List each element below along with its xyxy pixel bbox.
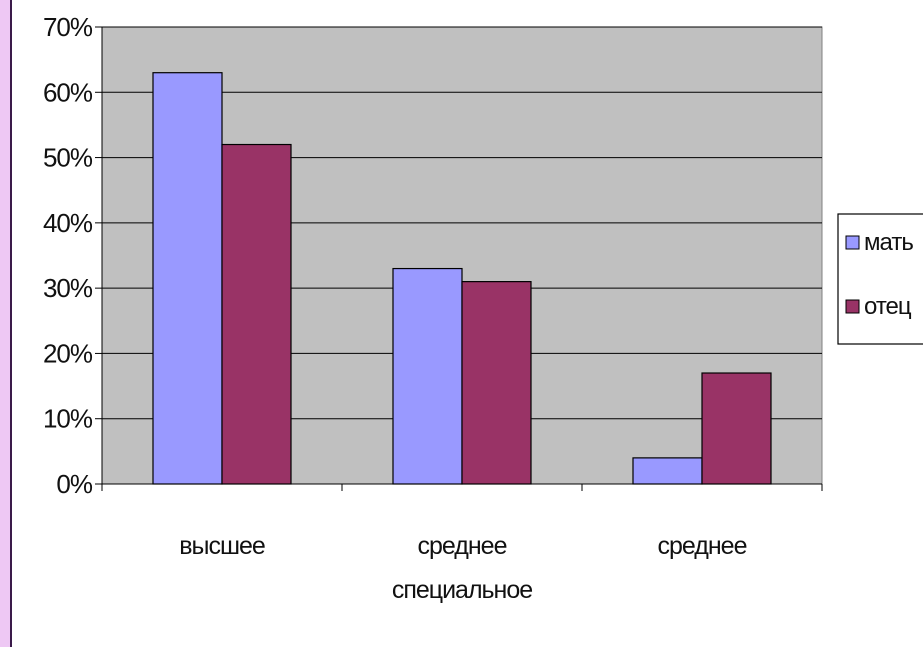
bar-мать-1: [392, 267, 463, 485]
slide-left-border: [0, 0, 12, 647]
x-category-label: специальное: [392, 576, 532, 604]
legend-label: мать: [864, 229, 913, 256]
x-category-label: среднее: [658, 532, 747, 560]
legend: мать отец: [837, 213, 923, 345]
axes: [101, 27, 822, 485]
x-axis-categories: высшее среднее специальное среднее: [101, 484, 823, 604]
bars: [152, 72, 772, 485]
y-tick-label: 60%: [43, 77, 93, 107]
y-tick-label: 10%: [43, 404, 93, 434]
y-tick-label: 40%: [43, 208, 93, 238]
x-category-label: среднее: [418, 532, 507, 560]
y-axis-ticks: 0% 10% 20% 30% 40% 50% 60% 70%: [43, 12, 102, 499]
bar-отец-0: [221, 143, 292, 485]
legend-swatch: [845, 299, 860, 314]
y-tick-label: 70%: [43, 12, 93, 42]
legend-swatch: [845, 235, 860, 250]
bar-мать-2: [632, 457, 703, 485]
legend-label: отец: [864, 293, 912, 320]
bar-отец-2: [701, 372, 772, 485]
bar-мать-0: [152, 72, 223, 485]
y-tick-label: 20%: [43, 338, 93, 368]
y-tick-label: 0%: [56, 469, 92, 499]
bar-отец-1: [461, 281, 532, 485]
y-tick-label: 30%: [43, 273, 93, 303]
y-tick-label: 50%: [43, 143, 93, 173]
x-category-label: высшее: [179, 532, 265, 560]
